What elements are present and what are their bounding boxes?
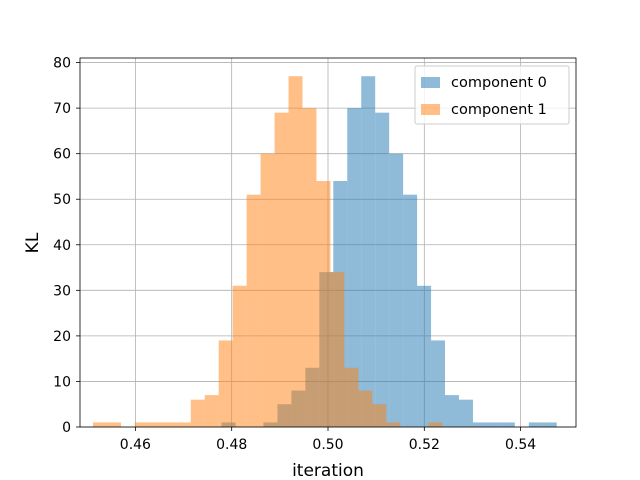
histogram-bar [417, 285, 432, 427]
histogram-bar [528, 422, 543, 427]
legend-label: component 0 [451, 75, 547, 91]
histogram-bar [389, 153, 404, 427]
histogram-bar [176, 422, 191, 427]
histogram-bar [472, 422, 487, 427]
histogram-bar [274, 112, 289, 428]
histogram-bar [386, 422, 401, 427]
y-tick-label: 80 [53, 56, 71, 72]
histogram-bar [403, 194, 418, 427]
histogram-bar [361, 76, 376, 427]
histogram-bar [486, 422, 501, 427]
histogram-bar [344, 367, 359, 427]
histogram-bar [445, 395, 459, 427]
y-axis-label: KL [23, 232, 43, 253]
histogram-bar [358, 390, 373, 427]
histogram-bar [347, 108, 362, 427]
y-tick-label: 40 [53, 238, 71, 254]
histogram-bar [162, 422, 177, 427]
y-tick-label: 10 [53, 374, 71, 390]
x-axis-ticks: 0.46 0.48 0.50 0.52 0.54 [120, 427, 536, 453]
y-tick-label: 20 [53, 329, 71, 345]
histogram-bar [458, 399, 473, 427]
histogram-bar [428, 422, 443, 427]
histogram-bar [330, 272, 345, 427]
histogram-bar [204, 395, 219, 427]
histogram-bar [106, 422, 121, 427]
histogram-bar [375, 112, 390, 428]
histogram-bar [302, 108, 317, 427]
histogram-bar [232, 285, 247, 427]
y-tick-label: 0 [62, 420, 71, 436]
histogram-bar [372, 404, 387, 427]
histogram-bar [260, 153, 275, 427]
histogram-bars [93, 76, 557, 428]
y-axis-ticks: 0 10 20 30 40 50 60 70 80 [53, 56, 80, 436]
legend-swatch [421, 77, 440, 88]
x-tick-label: 0.50 [312, 437, 343, 453]
legend-label: component 1 [451, 102, 547, 118]
y-tick-label: 50 [53, 192, 71, 208]
histogram-bar [288, 76, 303, 427]
histogram-bar [500, 422, 515, 427]
histogram-bar [93, 422, 107, 427]
histogram-bar [134, 422, 149, 427]
histogram-bar [190, 399, 205, 427]
x-tick-label: 0.54 [505, 437, 536, 453]
x-tick-label: 0.48 [216, 437, 247, 453]
legend-box [414, 65, 570, 125]
y-tick-label: 30 [53, 283, 71, 299]
x-axis-label: iteration [292, 461, 364, 480]
y-tick-label: 60 [53, 147, 71, 163]
histogram-bar [431, 340, 446, 427]
legend-swatch [421, 104, 440, 115]
x-tick-label: 0.46 [120, 437, 151, 453]
histogram-bar [148, 422, 163, 427]
y-tick-label: 70 [53, 101, 71, 117]
histogram-bar [542, 422, 557, 427]
histogram-bar [316, 181, 331, 427]
histogram-bar [218, 340, 233, 427]
legend: component 0 component 1 [414, 65, 570, 125]
histogram-bar [246, 194, 261, 427]
x-tick-label: 0.52 [409, 437, 440, 453]
series-1-bars [93, 76, 443, 428]
